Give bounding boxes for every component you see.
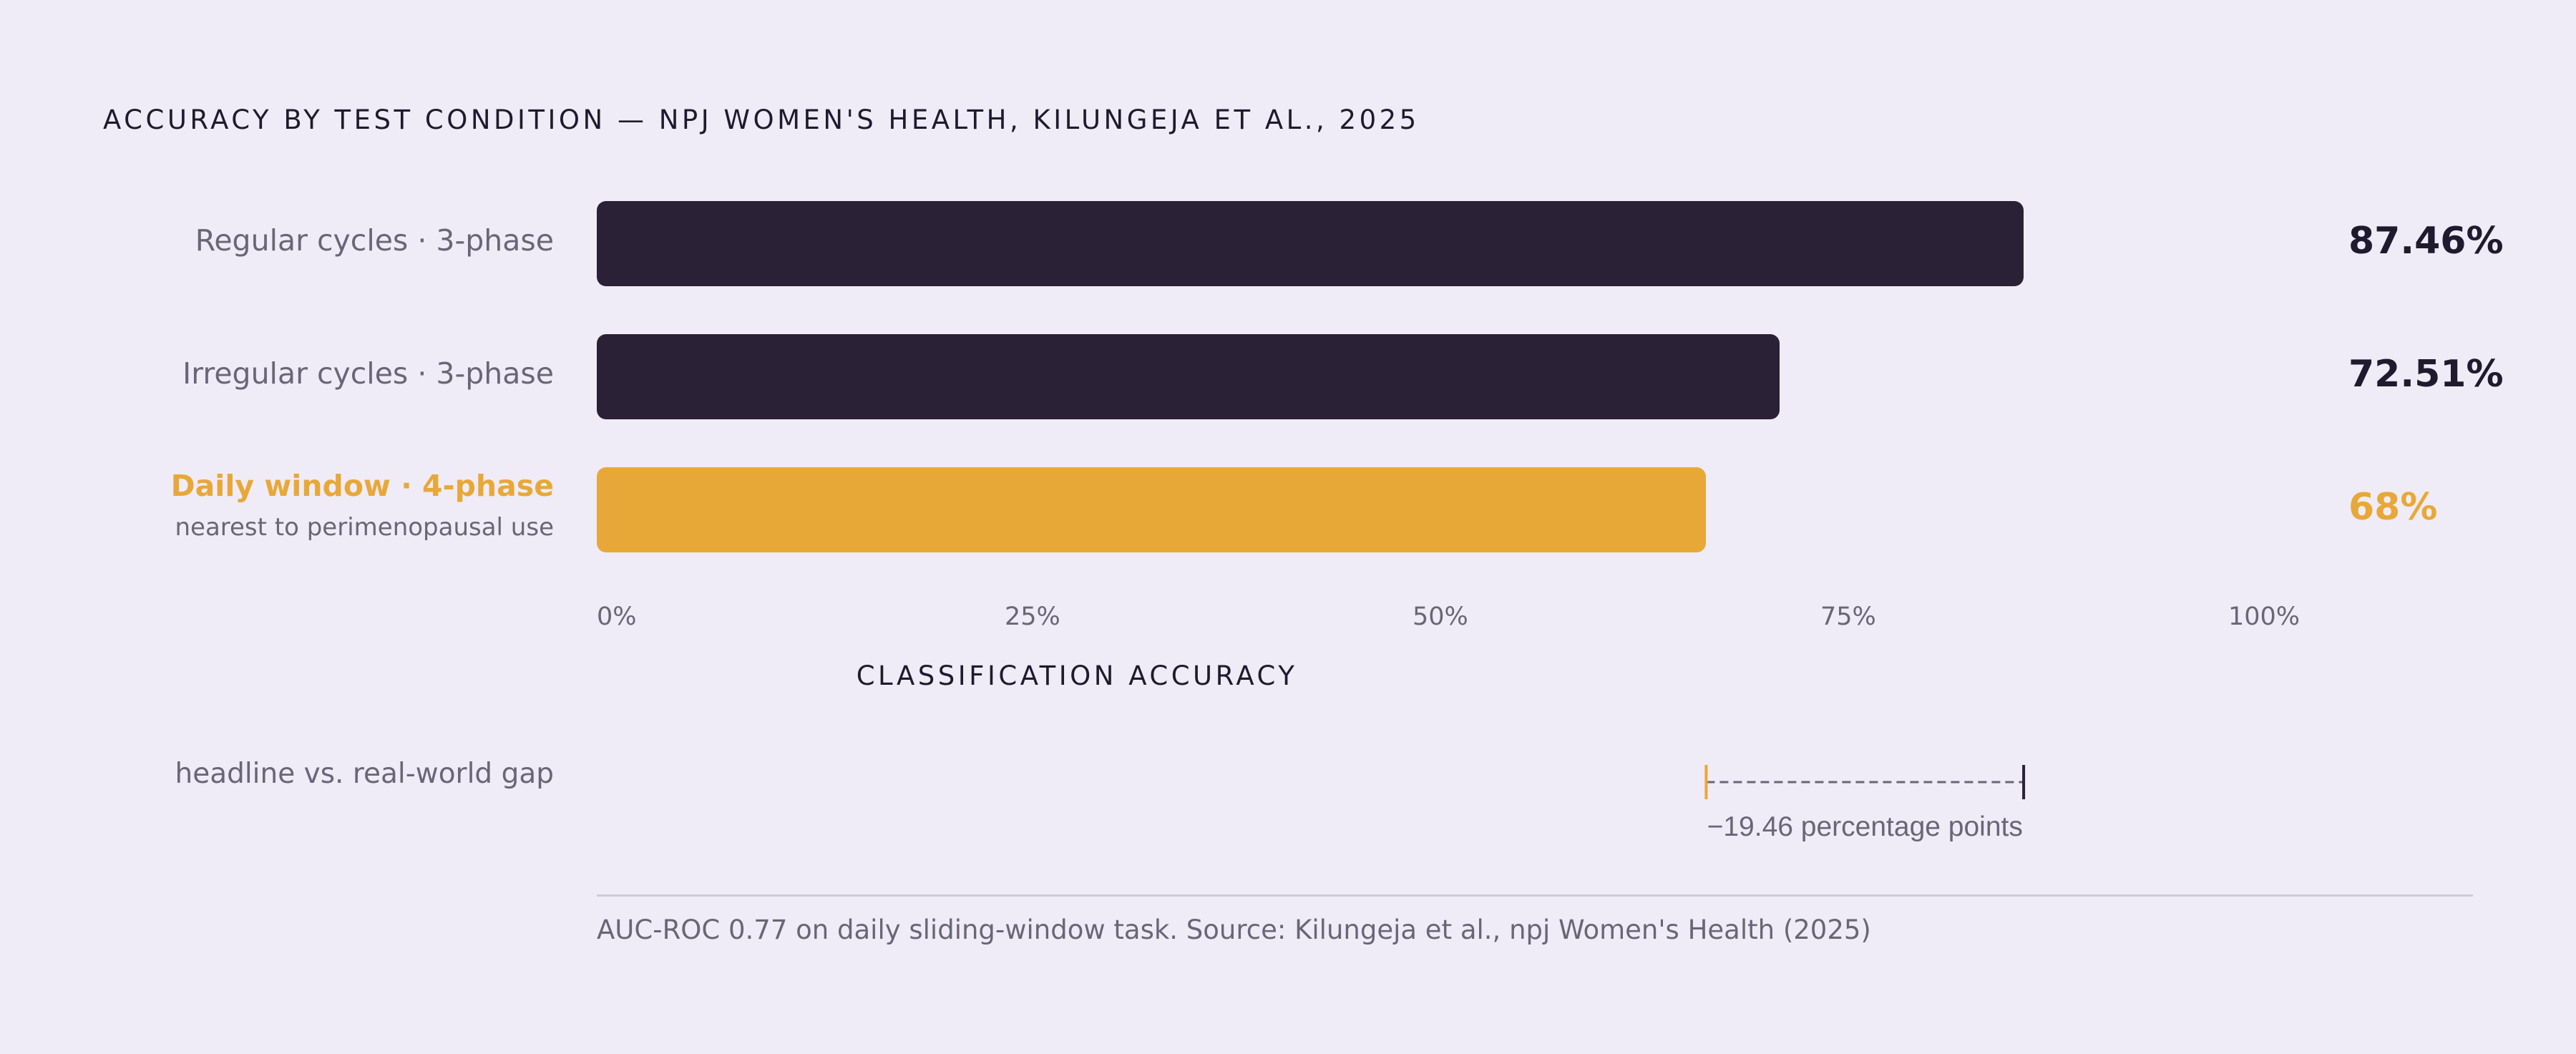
- category-sublabel: nearest to perimenopausal use: [175, 513, 554, 542]
- footer-divider: [597, 894, 2473, 897]
- x-tick-label: 50%: [1413, 602, 1468, 631]
- category-label: Regular cycles · 3-phase: [195, 223, 554, 258]
- source-footnote: AUC-ROC 0.77 on daily sliding-window tas…: [597, 914, 1871, 945]
- x-tick-label: 100%: [2228, 602, 2301, 631]
- bar: [597, 201, 2024, 286]
- x-tick-label: 75%: [1820, 602, 1876, 631]
- gap-annotation-text: −19.46 percentage points: [1707, 811, 2023, 842]
- bar: [597, 467, 1707, 552]
- value-label: 87.46%: [2348, 220, 2504, 263]
- x-tick-label: 0%: [597, 602, 637, 631]
- gap-annotation-label: headline vs. real-world gap: [175, 758, 554, 790]
- category-label: Daily window · 4-phase: [170, 469, 554, 503]
- value-label: 72.51%: [2348, 353, 2504, 396]
- value-label: 68%: [2348, 486, 2438, 529]
- chart-title: ACCURACY BY TEST CONDITION — NPJ WOMEN'S…: [103, 104, 1420, 135]
- bar: [597, 334, 1780, 419]
- x-tick-label: 25%: [1005, 602, 1060, 631]
- x-axis-title: CLASSIFICATION ACCURACY: [856, 660, 1298, 691]
- category-label: Irregular cycles · 3-phase: [182, 356, 554, 391]
